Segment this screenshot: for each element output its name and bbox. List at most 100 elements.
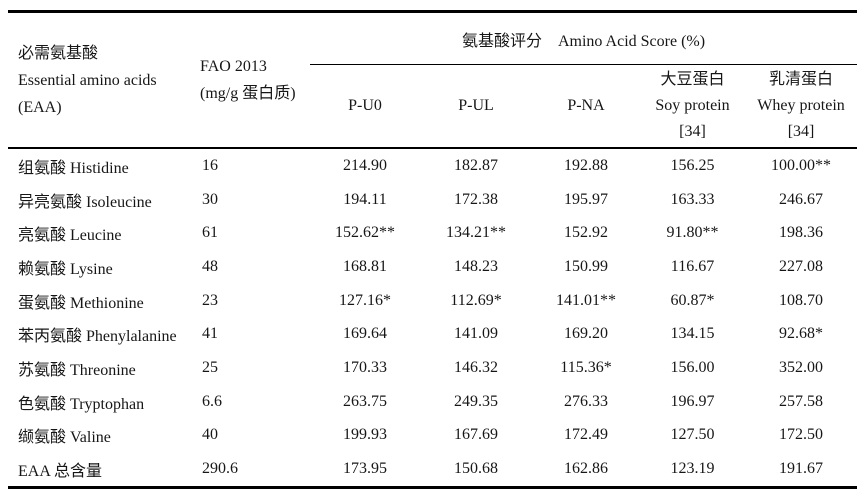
column-header-pna: P-NA [532,64,640,149]
column-label-cn: 乳清蛋白 [769,71,834,88]
score-cell-whey: 172.50 [745,418,858,453]
score-cell-pul: 112.69* [420,283,532,318]
amino-acid-name-cell: EAA 总含量 [8,452,190,488]
score-cell-pul: 167.69 [420,418,532,453]
score-cell-whey: 246.67 [745,182,858,217]
score-cell-soy: 123.19 [640,452,745,488]
eaa-header-cn: 必需氨基酸 [18,44,99,62]
score-cell-pna: 150.99 [532,250,640,284]
table-row: 亮氨酸 Leucine 61 152.62** 134.21** 152.92 … [8,216,858,251]
fao-value-cell: 290.6 [190,452,310,488]
score-cell-pna: 192.88 [532,148,640,183]
amino-acid-name-cell: 苏氨酸 Threonine [8,351,190,385]
amino-acid-name-cell: 蛋氨酸 Methionine [8,283,190,318]
amino-acid-score-group-header: 氨基酸评分 Amino Acid Score (%) [310,11,858,65]
score-cell-soy: 91.80** [640,216,745,251]
column-label-cn: 大豆蛋白 [660,71,725,88]
table-row: 异亮氨酸 Isoleucine 30 194.11 172.38 195.97 … [8,182,858,217]
score-cell-pna: 115.36* [532,351,640,385]
column-citation: [34] [787,123,815,140]
table-body: 组氨酸 Histidine 16 214.90 182.87 192.88 15… [8,148,858,488]
score-cell-whey: 352.00 [745,351,858,385]
column-label: P-U0 [348,97,382,114]
score-cell-whey: 227.08 [745,250,858,284]
score-cell-pu0: 127.16* [310,283,420,318]
table-row: 蛋氨酸 Methionine 23 127.16* 112.69* 141.01… [8,283,858,318]
eaa-header-en: Essential amino acids [18,71,157,89]
score-cell-soy: 116.67 [640,250,745,284]
score-cell-soy: 196.97 [640,384,745,419]
score-cell-pul: 146.32 [420,351,532,385]
score-cell-pul: 249.35 [420,384,532,419]
score-cell-pul: 148.23 [420,250,532,284]
column-header-pu0: P-U0 [310,64,420,149]
amino-acid-name-cell: 亮氨酸 Leucine [8,216,190,251]
fao-column-header: FAO 2013 (mg/g 蛋白质) [190,11,310,149]
amino-acid-score-table: 必需氨基酸 Essential amino acids (EAA) FAO 20… [8,10,858,489]
score-cell-whey: 198.36 [745,216,858,251]
column-label: P-UL [458,97,494,114]
column-header-soy-protein: 大豆蛋白 Soy protein [34] [640,64,745,149]
fao-value-cell: 6.6 [190,384,310,419]
header-sub-row: P-U0 P-UL P-NA 大豆蛋白 Soy protein [34] 乳清蛋… [8,64,858,149]
table-row: 苯丙氨酸 Phenylalanine 41 169.64 141.09 169.… [8,317,858,352]
eaa-column-header: 必需氨基酸 Essential amino acids (EAA) [8,11,190,149]
fao-value-cell: 40 [190,418,310,453]
table-header: 必需氨基酸 Essential amino acids (EAA) FAO 20… [8,11,858,149]
table-row: 缬氨酸 Valine 40 199.93 167.69 172.49 127.5… [8,418,858,453]
fao-value-cell: 48 [190,250,310,284]
amino-acid-name-cell: 苯丙氨酸 Phenylalanine [8,317,190,352]
score-cell-pu0: 152.62** [310,216,420,251]
score-cell-whey: 257.58 [745,384,858,419]
score-cell-soy: 156.00 [640,351,745,385]
score-cell-whey: 191.67 [745,452,858,488]
score-cell-pul: 141.09 [420,317,532,352]
score-cell-soy: 163.33 [640,182,745,217]
fao-header-line2: (mg/g 蛋白质) [200,85,296,102]
score-cell-pna: 172.49 [532,418,640,453]
fao-value-cell: 23 [190,283,310,318]
amino-acid-name-cell: 赖氨酸 Lysine [8,250,190,284]
score-cell-pul: 182.87 [420,148,532,183]
score-cell-pna: 141.01** [532,283,640,318]
column-label-en: Whey protein [757,97,845,114]
amino-acid-score-table-wrap: 必需氨基酸 Essential amino acids (EAA) FAO 20… [8,10,858,489]
score-cell-pu0: 199.93 [310,418,420,453]
fao-header-line1: FAO 2013 [200,58,267,75]
table-row: 色氨酸 Tryptophan 6.6 263.75 249.35 276.33 … [8,384,858,419]
score-cell-pna: 162.86 [532,452,640,488]
score-cell-pna: 169.20 [532,317,640,352]
score-cell-soy: 156.25 [640,148,745,183]
score-cell-pu0: 169.64 [310,317,420,352]
score-cell-soy: 127.50 [640,418,745,453]
header-group-row: 必需氨基酸 Essential amino acids (EAA) FAO 20… [8,11,858,149]
score-cell-pna: 195.97 [532,182,640,217]
score-cell-pu0: 173.95 [310,452,420,488]
score-cell-pu0: 263.75 [310,384,420,419]
amino-acid-name-cell: 色氨酸 Tryptophan [8,384,190,419]
score-cell-pul: 172.38 [420,182,532,217]
score-cell-pul: 134.21** [420,216,532,251]
fao-value-cell: 61 [190,216,310,251]
column-label: P-NA [567,97,605,114]
score-cell-pu0: 214.90 [310,148,420,183]
column-citation: [34] [679,123,706,140]
table-row: 组氨酸 Histidine 16 214.90 182.87 192.88 15… [8,148,858,183]
amino-acid-name-cell: 组氨酸 Histidine [8,148,190,183]
fao-value-cell: 16 [190,148,310,183]
score-cell-pu0: 194.11 [310,182,420,217]
score-cell-soy: 134.15 [640,317,745,352]
score-cell-pu0: 170.33 [310,351,420,385]
amino-acid-name-cell: 异亮氨酸 Isoleucine [8,182,190,217]
score-cell-pna: 276.33 [532,384,640,419]
amino-acid-name-cell: 缬氨酸 Valine [8,418,190,453]
score-cell-pna: 152.92 [532,216,640,251]
fao-value-cell: 30 [190,182,310,217]
fao-value-cell: 25 [190,351,310,385]
score-cell-whey: 108.70 [745,283,858,318]
score-cell-whey: 100.00** [745,148,858,183]
score-cell-pul: 150.68 [420,452,532,488]
table-row: 苏氨酸 Threonine 25 170.33 146.32 115.36* 1… [8,351,858,385]
fao-value-cell: 41 [190,317,310,352]
column-header-whey-protein: 乳清蛋白 Whey protein [34] [745,64,858,149]
